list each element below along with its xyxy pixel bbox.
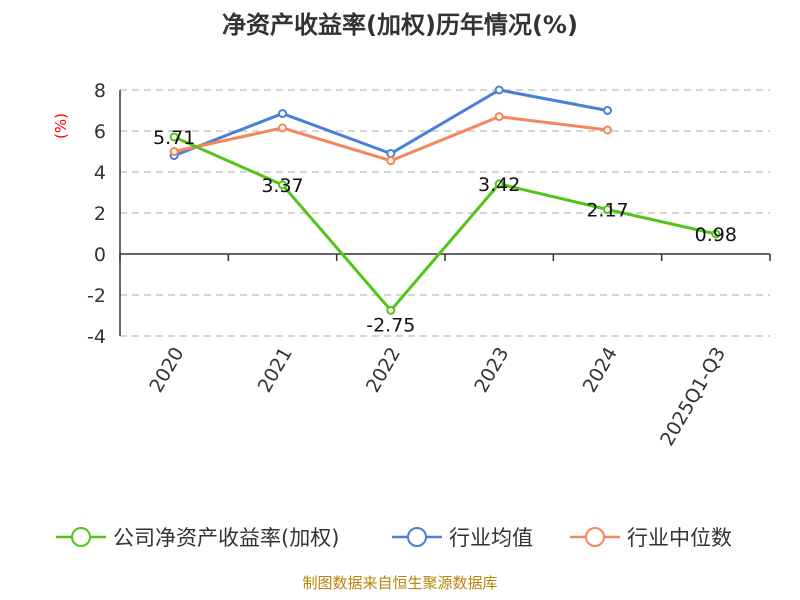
legend-marker	[71, 527, 91, 547]
y-tick-label: 0	[94, 244, 106, 266]
data-label: 2.17	[586, 200, 628, 222]
x-tick-label: 2025Q1-Q3	[656, 344, 730, 450]
data-point[interactable]	[494, 85, 504, 95]
data-point[interactable]	[278, 180, 287, 190]
y-tick-label: 4	[94, 162, 106, 184]
data-label: -2.75	[366, 314, 415, 336]
data-labels: 5.71 3.37 -2.75 3.42 2.17 0.98	[153, 127, 737, 336]
legend-item[interactable]: 公司净资产收益率(加权)	[56, 526, 339, 550]
data-label: 3.42	[478, 174, 520, 196]
legend[interactable]: 公司净资产收益率(加权) 行业均值 行业中位数	[56, 526, 732, 550]
legend-marker	[585, 527, 605, 547]
x-tick-label: 2024	[579, 344, 622, 397]
legend-item[interactable]: 行业中位数	[570, 526, 732, 550]
series-line	[173, 135, 717, 312]
legend-label: 行业均值	[449, 526, 533, 550]
grid-lines	[120, 89, 770, 337]
data-label: 0.98	[695, 224, 737, 246]
legend-item[interactable]: 行业均值	[392, 526, 533, 550]
source-note: 制图数据来自恒生聚源数据库	[302, 574, 497, 592]
y-tick-label: -2	[87, 285, 106, 307]
y-tick-label: -4	[87, 326, 106, 348]
data-point[interactable]	[169, 132, 179, 142]
data-label: 5.71	[153, 127, 195, 149]
y-tick-label: 6	[94, 121, 106, 143]
data-point[interactable]	[603, 205, 612, 215]
data-point[interactable]	[169, 147, 179, 156]
data-point[interactable]	[278, 109, 287, 119]
x-tick-label: 2021	[254, 344, 297, 397]
chart-title: 净资产收益率(加权)历年情况(%)	[222, 11, 578, 39]
y-axis-unit-label: (%)	[52, 113, 70, 139]
legend-label: 行业中位数	[627, 526, 732, 550]
y-tick-label: 8	[94, 80, 106, 102]
data-point[interactable]	[278, 123, 287, 133]
legend-label: 公司净资产收益率(加权)	[113, 526, 339, 550]
data-point[interactable]	[603, 106, 612, 115]
series-layer	[169, 85, 721, 315]
x-tick-label: 2022	[362, 344, 405, 397]
data-label: 3.37	[261, 175, 303, 197]
data-point[interactable]	[494, 112, 504, 122]
y-tick-label: 2	[94, 203, 106, 225]
data-point[interactable]	[386, 149, 396, 159]
x-tick-label: 2023	[470, 343, 513, 396]
data-point[interactable]	[603, 125, 612, 135]
data-point[interactable]	[494, 179, 504, 189]
legend-marker	[407, 527, 427, 547]
data-point[interactable]	[386, 305, 396, 315]
data-point[interactable]	[386, 156, 396, 166]
x-tick-label: 2020	[145, 344, 188, 397]
data-point[interactable]	[711, 229, 721, 239]
